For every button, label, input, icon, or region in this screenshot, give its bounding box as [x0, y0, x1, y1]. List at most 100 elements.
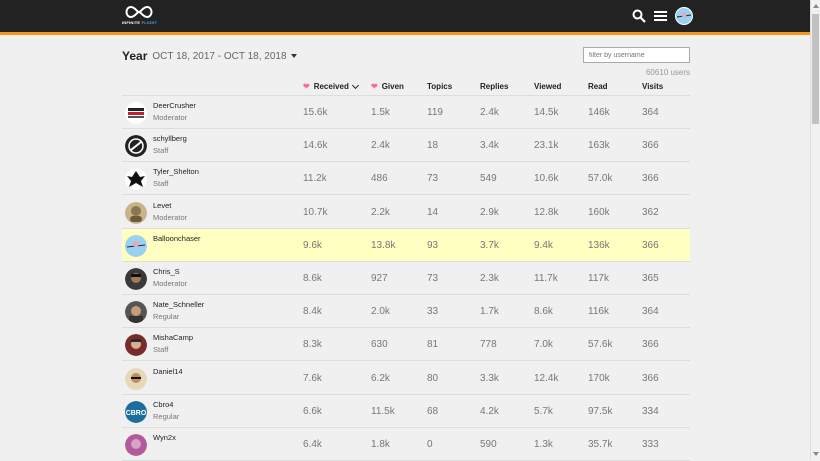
site-logo[interactable]: INFINITE FLIGHT: [122, 4, 162, 28]
scroll-thumb[interactable]: [812, 14, 819, 124]
column-replies-label: Replies: [480, 82, 509, 91]
username-link[interactable]: Nate_Schneller: [153, 300, 205, 310]
cell-viewed: 11.7k: [534, 273, 558, 284]
cell-replies: 4.2k: [480, 405, 499, 417]
avatar[interactable]: [125, 201, 147, 224]
cell-viewed: 12.8k: [534, 206, 559, 218]
hamburger-menu-icon[interactable]: [654, 10, 667, 22]
cell-visits: 364: [642, 107, 659, 118]
cell-read: 57.6k: [588, 339, 613, 351]
username-link[interactable]: schyllberg: [153, 134, 187, 144]
cell-topics: 14: [427, 206, 439, 218]
cell-visits: 366: [642, 239, 659, 251]
cell-visits: 362: [642, 206, 659, 218]
scroll-up-arrow-icon[interactable]: [813, 4, 819, 8]
avatar[interactable]: [125, 102, 147, 124]
cell-replies: 2.9k: [480, 206, 499, 218]
cell-replies: 3.3k: [480, 372, 499, 384]
infinity-logo-icon: [125, 5, 153, 19]
avatar[interactable]: [125, 434, 147, 456]
cell-viewed: 7.0k: [534, 339, 553, 351]
cell-visits: 333: [642, 439, 659, 450]
search-icon[interactable]: [632, 9, 646, 23]
cell-topics: 0: [427, 439, 433, 450]
avatar[interactable]: [125, 334, 147, 357]
heart-icon: ❤: [303, 82, 310, 91]
username-link[interactable]: Daniel14: [153, 366, 183, 376]
username-link[interactable]: Cbro4: [153, 399, 174, 409]
cell-given: 1.8k: [371, 439, 390, 450]
period-selector[interactable]: Year OCT 18, 2017 - OCT 18, 2018: [122, 49, 297, 63]
column-received-label: Received: [313, 82, 349, 91]
username-link[interactable]: Chris_S: [153, 267, 180, 276]
cell-received: 14.6k: [303, 140, 328, 152]
column-topics[interactable]: Topics: [427, 82, 452, 91]
table-row: Nate_Schneller Regular 8.4k 2.0k 33 1.7k 8.6k 1…: [122, 295, 690, 329]
table-row: DeerCrusher Moderator 15.6k 1.5k 119 2.4k 14.5…: [122, 96, 690, 129]
cell-viewed: 12.4k: [534, 372, 559, 384]
cell-read: 57.0k: [588, 173, 613, 185]
scrollbar[interactable]: [810, 0, 820, 460]
cell-given: 11.5k: [371, 405, 395, 417]
cell-viewed: 14.5k: [534, 107, 559, 118]
cell-read: 163k: [588, 140, 610, 152]
cell-given: 2.2k: [371, 206, 390, 218]
cell-received: 8.3k: [303, 339, 322, 351]
column-replies[interactable]: Replies: [480, 82, 508, 91]
caret-down-icon[interactable]: [290, 54, 297, 58]
username-link[interactable]: Levet: [153, 200, 172, 210]
cell-visits: 366: [642, 372, 659, 384]
cell-received: 7.6k: [303, 372, 322, 384]
column-viewed[interactable]: Viewed: [534, 82, 561, 91]
cell-given: 1.5k: [371, 107, 390, 118]
avatar[interactable]: CBRO: [125, 400, 147, 423]
logo-text: INFINITE FLIGHT: [122, 20, 157, 25]
avatar[interactable]: [125, 135, 147, 158]
column-given-label: Given: [381, 82, 404, 91]
header-accent-bar: [0, 32, 810, 35]
table-row: Tyler_Shelton Staff 11.2k 486 73 549 10.6k 57.0…: [122, 162, 690, 196]
cell-read: 170k: [588, 372, 610, 384]
table-row: Chris_S Moderator 8.6k 927 73 2.3k 11.7k 117k 36…: [122, 262, 690, 295]
column-read[interactable]: Read: [588, 82, 608, 91]
avatar[interactable]: [125, 301, 147, 324]
column-received[interactable]: ❤ Received: [303, 81, 359, 91]
user-title: Staff: [153, 179, 169, 189]
filter-by-username-input[interactable]: [583, 47, 690, 63]
avatar[interactable]: [125, 234, 147, 257]
cell-read: 97.5k: [588, 405, 613, 417]
cell-replies: 2.4k: [480, 107, 499, 118]
table-header: ❤ Received ❤ Given Topics Replies Viewed…: [122, 78, 690, 96]
user-title: Staff: [153, 146, 169, 156]
username-link[interactable]: DeerCrusher: [153, 101, 196, 110]
header-icons: [632, 7, 693, 25]
cell-received: 15.6k: [303, 107, 328, 118]
cell-given: 486: [371, 173, 388, 185]
scroll-down-arrow-icon[interactable]: [813, 452, 819, 456]
avatar[interactable]: [125, 268, 147, 290]
column-topics-label: Topics: [427, 82, 453, 91]
cell-topics: 80: [427, 372, 439, 384]
cell-visits: 365: [642, 273, 659, 284]
cell-read: 116k: [588, 306, 609, 318]
users-count: 60610 users: [645, 68, 690, 77]
username-link[interactable]: Tyler_Shelton: [153, 167, 199, 177]
cell-received: 8.4k: [303, 306, 322, 318]
column-visits[interactable]: Visits: [642, 82, 663, 91]
username-link[interactable]: Wyn2x: [153, 433, 176, 442]
cell-topics: 93: [427, 239, 439, 251]
cell-replies: 590: [480, 439, 497, 450]
cell-read: 117k: [588, 273, 609, 284]
username-link[interactable]: Balloonchaser: [153, 233, 201, 243]
heart-icon: ❤: [371, 82, 378, 91]
user-avatar[interactable]: [675, 7, 693, 25]
cell-replies: 778: [480, 339, 497, 351]
column-given[interactable]: ❤ Given: [371, 82, 404, 91]
cell-visits: 366: [642, 339, 659, 351]
cell-given: 2.0k: [371, 306, 390, 318]
avatar[interactable]: [125, 168, 147, 191]
username-link[interactable]: MishaCamp: [153, 333, 194, 343]
cell-received: 11.2k: [303, 173, 327, 185]
avatar[interactable]: [125, 367, 147, 390]
cell-topics: 33: [427, 306, 439, 318]
